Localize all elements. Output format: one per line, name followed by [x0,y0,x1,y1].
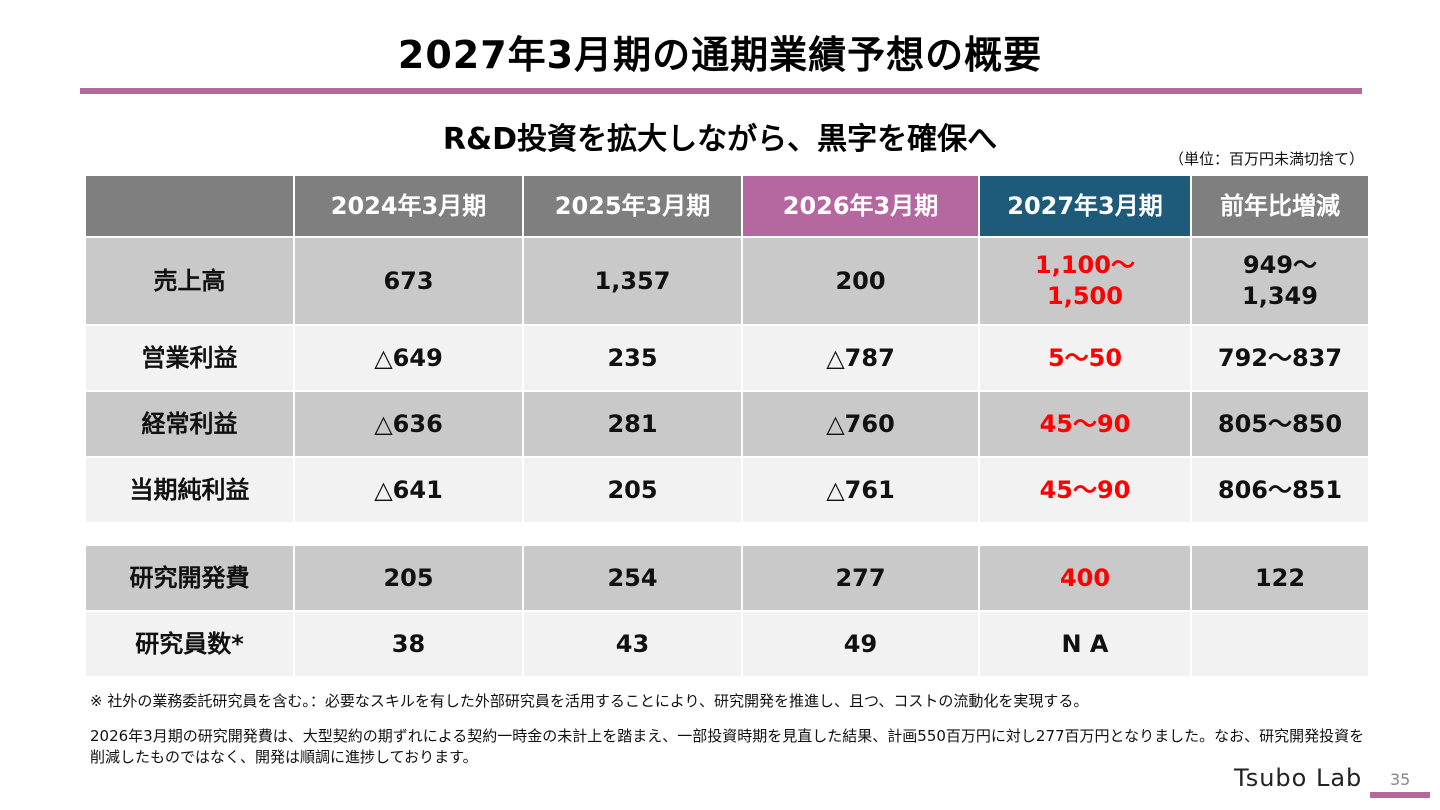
row-label: 研究開発費 [86,546,293,610]
table-header-row: 2024年3月期 2025年3月期 2026年3月期 2027年3月期 前年比増… [86,176,1368,236]
title-divider [80,88,1362,94]
table-cell: 949～ 1,349 [1192,238,1368,324]
row-label: 経常利益 [86,392,293,456]
table-cell: 673 [295,238,522,324]
header-cell-fy2027: 2027年3月期 [980,176,1190,236]
row-label: 営業利益 [86,326,293,390]
table-cell: 205 [295,546,522,610]
header-cell [86,176,293,236]
company-logo: Tsubo Lab [1234,764,1363,792]
table-cell: △761 [743,458,978,522]
unit-note: （単位：百万円未満切捨て） [1168,150,1364,168]
forecast-cell: 45～90 [980,458,1190,522]
table-cell: 806～851 [1192,458,1368,522]
table-cell: 200 [743,238,978,324]
table-cell: 1,357 [524,238,741,324]
header-cell-fy2026: 2026年3月期 [743,176,978,236]
table-cell: △760 [743,392,978,456]
forecast-table: 2024年3月期 2025年3月期 2026年3月期 2027年3月期 前年比増… [84,174,1370,524]
row-label: 当期純利益 [86,458,293,522]
row-label: 研究員数* [86,612,293,676]
table-cell: 122 [1192,546,1368,610]
table-cell: △636 [295,392,522,456]
table-cell: 38 [295,612,522,676]
corner-accent-bar [1370,792,1430,798]
row-label: 売上高 [86,238,293,324]
table-cell: 281 [524,392,741,456]
forecast-cell: 5～50 [980,326,1190,390]
header-cell-fy2024: 2024年3月期 [295,176,522,236]
table-cell: 235 [524,326,741,390]
footnote-rd-expense: 2026年3月期の研究開発費は、大型契約の期ずれによる契約一時金の未計上を踏まえ… [90,727,1365,766]
table-cell: 205 [524,458,741,522]
table-cell: N A [980,612,1190,676]
table-cell: 277 [743,546,978,610]
table-cell: 43 [524,612,741,676]
page-subtitle: R&D投資を拡大しながら、黒字を確保へ [442,122,998,157]
table-cell: △787 [743,326,978,390]
page-title: 2027年3月期の通期業績予想の概要 [397,33,1043,77]
table-cell: △641 [295,458,522,522]
table-cell: 254 [524,546,741,610]
table-cell: 792～837 [1192,326,1368,390]
page-number: 35 [1390,770,1411,789]
table-row-rd-expense: 研究開発費 205 254 277 400 122 [86,546,1368,610]
table-row-net-income: 当期純利益 △641 205 △761 45～90 806～851 [86,458,1368,522]
rd-table: 研究開発費 205 254 277 400 122 研究員数* 38 43 49… [84,544,1370,678]
table-cell: △649 [295,326,522,390]
forecast-cell: 45～90 [980,392,1190,456]
table-cell: 805～850 [1192,392,1368,456]
header-cell-yoy-change: 前年比増減 [1192,176,1368,236]
header-cell-fy2025: 2025年3月期 [524,176,741,236]
table-row-revenue: 売上高 673 1,357 200 1,100～ 1,500 949～ 1,34… [86,238,1368,324]
table-cell [1192,612,1368,676]
table-cell: 49 [743,612,978,676]
forecast-cell: 400 [980,546,1190,610]
forecast-cell: 1,100～ 1,500 [980,238,1190,324]
table-row-ordinary-profit: 経常利益 △636 281 △760 45～90 805～850 [86,392,1368,456]
table-row-operating-profit: 営業利益 △649 235 △787 5～50 792～837 [86,326,1368,390]
table-row-researchers: 研究員数* 38 43 49 N A [86,612,1368,676]
footnote-researchers: ※ 社外の業務委託研究員を含む。：必要なスキルを有した外部研究員を活用することに… [90,692,1089,710]
